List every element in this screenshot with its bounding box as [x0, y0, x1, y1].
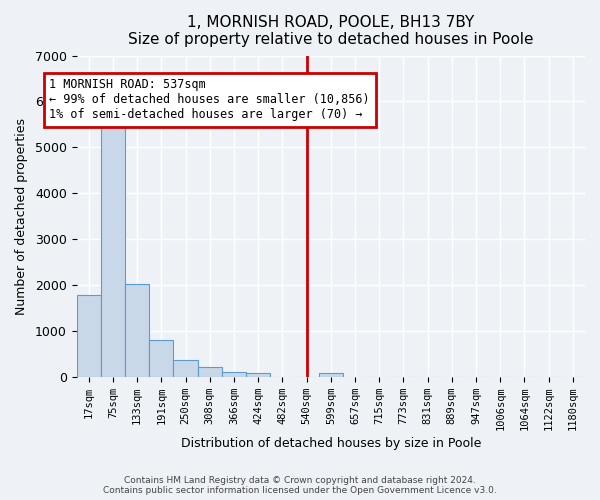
Y-axis label: Number of detached properties: Number of detached properties	[15, 118, 28, 314]
Bar	[77, 295, 101, 376]
Title: 1, MORNISH ROAD, POOLE, BH13 7BY
Size of property relative to detached houses in: 1, MORNISH ROAD, POOLE, BH13 7BY Size of…	[128, 15, 533, 48]
Text: Contains HM Land Registry data © Crown copyright and database right 2024.
Contai: Contains HM Land Registry data © Crown c…	[103, 476, 497, 495]
Bar	[197, 366, 222, 376]
Bar	[149, 340, 173, 376]
Bar	[222, 372, 246, 376]
Bar	[101, 117, 125, 376]
Text: 1 MORNISH ROAD: 537sqm
← 99% of detached houses are smaller (10,856)
1% of semi-: 1 MORNISH ROAD: 537sqm ← 99% of detached…	[49, 78, 370, 122]
X-axis label: Distribution of detached houses by size in Poole: Distribution of detached houses by size …	[181, 437, 481, 450]
Bar	[173, 360, 197, 376]
Bar	[246, 372, 271, 376]
Bar	[125, 284, 149, 376]
Bar	[319, 372, 343, 376]
